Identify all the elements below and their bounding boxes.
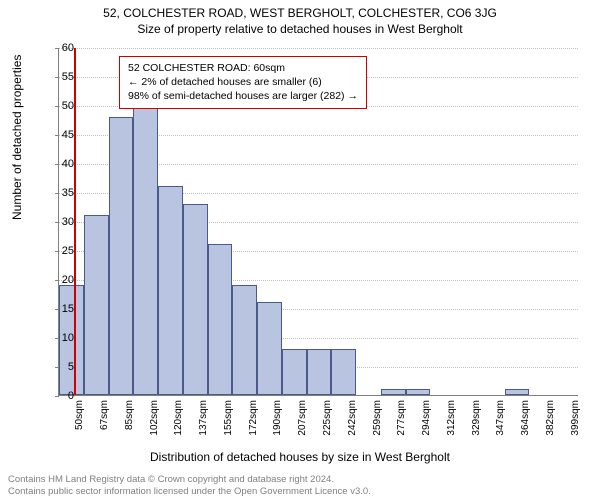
ytick-label: 50 (44, 100, 74, 112)
chart-title: 52, COLCHESTER ROAD, WEST BERGHOLT, COLC… (0, 0, 600, 20)
xtick-label: 364sqm (520, 400, 531, 436)
xtick-label: 67sqm (99, 400, 110, 430)
histogram-bar (307, 349, 332, 395)
ytick-label: 30 (44, 216, 74, 228)
ytick-label: 15 (44, 303, 74, 315)
ytick-label: 5 (44, 361, 74, 373)
chart-plot-area: 52 COLCHESTER ROAD: 60sqm← 2% of detache… (58, 48, 578, 396)
chart-container: 52, COLCHESTER ROAD, WEST BERGHOLT, COLC… (0, 0, 600, 500)
xtick-label: 50sqm (74, 400, 85, 430)
ytick-label: 55 (44, 71, 74, 83)
xtick-label: 312sqm (446, 400, 457, 436)
xtick-label: 120sqm (173, 400, 184, 436)
xtick-label: 190sqm (272, 400, 283, 436)
histogram-bar (406, 389, 431, 395)
ytick-label: 10 (44, 332, 74, 344)
xtick-label: 155sqm (223, 400, 234, 436)
ytick-label: 0 (44, 390, 74, 402)
xtick-label: 242sqm (347, 400, 358, 436)
xtick-label: 207sqm (297, 400, 308, 436)
histogram-bar (331, 349, 356, 395)
histogram-bar (257, 302, 282, 395)
histogram-bar (183, 204, 208, 395)
histogram-bar (133, 105, 158, 395)
ytick-label: 35 (44, 187, 74, 199)
annotation-line: ← 2% of detached houses are smaller (6) (128, 75, 358, 89)
reference-line (74, 48, 76, 395)
ytick-label: 25 (44, 245, 74, 257)
annotation-box: 52 COLCHESTER ROAD: 60sqm← 2% of detache… (119, 56, 367, 109)
ytick-label: 45 (44, 129, 74, 141)
footer-line-1: Contains HM Land Registry data © Crown c… (8, 474, 371, 486)
xtick-label: 225sqm (322, 400, 333, 436)
xtick-label: 259sqm (372, 400, 383, 436)
xtick-label: 102sqm (149, 400, 160, 436)
ytick-label: 40 (44, 158, 74, 170)
gridline (59, 48, 578, 49)
footer-line-2: Contains public sector information licen… (8, 486, 371, 498)
y-axis-label: Number of detached properties (10, 55, 24, 220)
xtick-label: 172sqm (248, 400, 259, 436)
histogram-bar (84, 215, 109, 395)
xtick-label: 399sqm (570, 400, 581, 436)
histogram-bar (208, 244, 233, 395)
histogram-bar (381, 389, 406, 395)
xtick-label: 329sqm (471, 400, 482, 436)
xtick-label: 347sqm (495, 400, 506, 436)
histogram-bar (232, 285, 257, 395)
histogram-bar (109, 117, 134, 395)
ytick-label: 20 (44, 274, 74, 286)
chart-subtitle: Size of property relative to detached ho… (0, 20, 600, 36)
annotation-line: 98% of semi-detached houses are larger (… (128, 89, 358, 103)
histogram-bar (282, 349, 307, 395)
histogram-bar (158, 186, 183, 395)
x-axis-label: Distribution of detached houses by size … (0, 450, 600, 464)
xtick-label: 85sqm (124, 400, 135, 430)
xtick-label: 382sqm (545, 400, 556, 436)
xtick-label: 294sqm (421, 400, 432, 436)
annotation-line: 52 COLCHESTER ROAD: 60sqm (128, 61, 358, 75)
xtick-label: 137sqm (198, 400, 209, 436)
ytick-label: 60 (44, 42, 74, 54)
footer-attribution: Contains HM Land Registry data © Crown c… (8, 474, 371, 498)
histogram-bar (505, 389, 530, 395)
xtick-label: 277sqm (396, 400, 407, 436)
